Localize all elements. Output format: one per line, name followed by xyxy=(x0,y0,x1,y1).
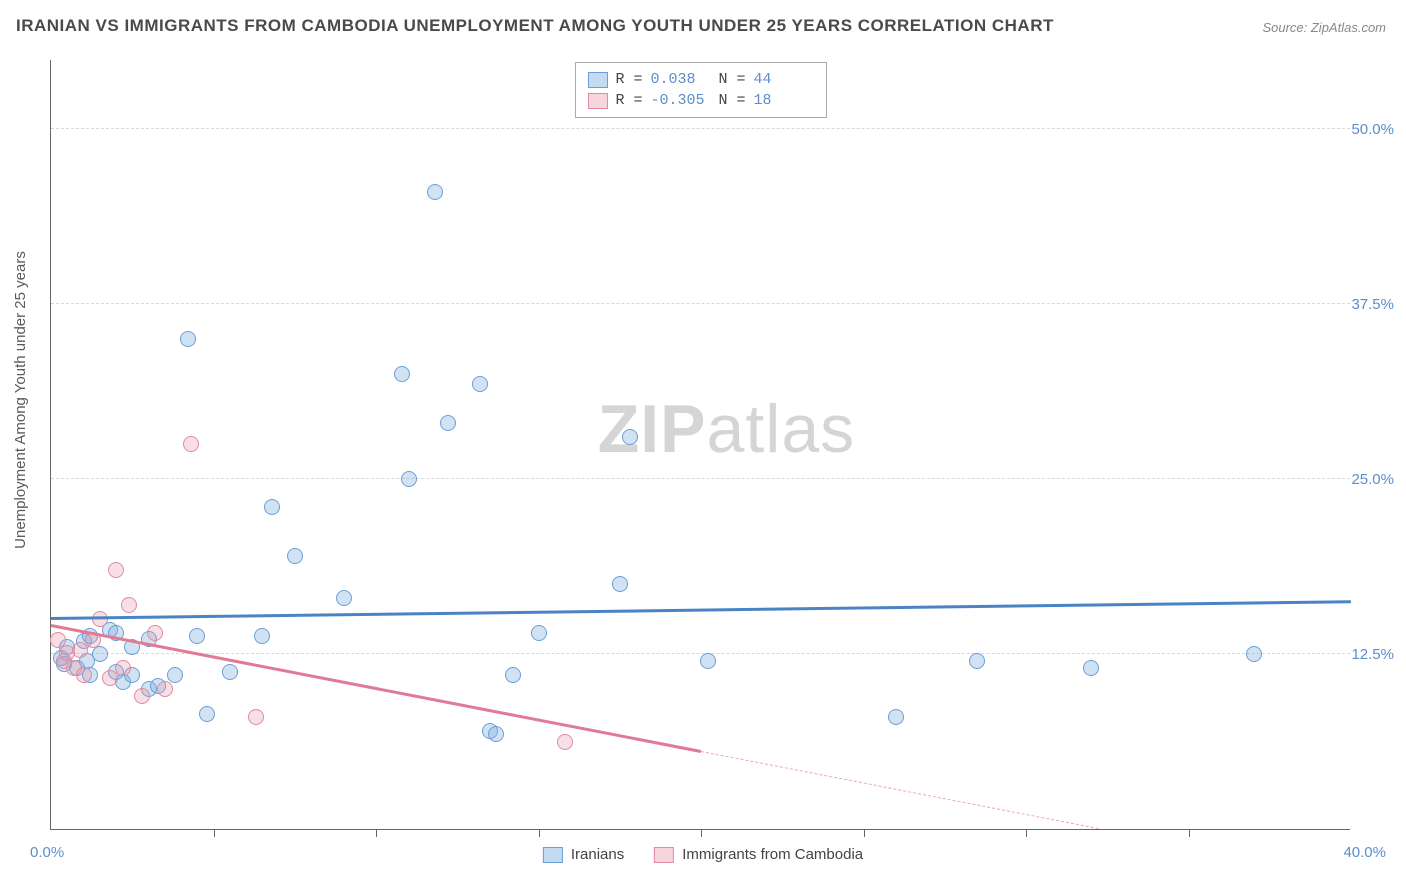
r-label: R = xyxy=(615,92,642,109)
trendline-cambodia-extension xyxy=(701,751,1098,829)
xtick xyxy=(376,829,377,837)
data-point xyxy=(180,331,196,347)
watermark: ZIPatlas xyxy=(598,390,855,468)
data-point xyxy=(92,611,108,627)
data-point xyxy=(622,429,638,445)
data-point xyxy=(505,667,521,683)
y-axis-label: Unemployment Among Youth under 25 years xyxy=(12,251,29,549)
r-label: R = xyxy=(615,71,642,88)
n-value-iranians: 44 xyxy=(754,71,814,88)
chart-title: IRANIAN VS IMMIGRANTS FROM CAMBODIA UNEM… xyxy=(16,16,1054,36)
xtick xyxy=(1189,829,1190,837)
trendline-iranians xyxy=(51,600,1351,619)
data-point xyxy=(167,667,183,683)
data-point xyxy=(531,625,547,641)
data-point xyxy=(401,471,417,487)
watermark-zip: ZIP xyxy=(598,391,707,467)
plot-area: ZIPatlas R = 0.038 N = 44 R = -0.305 N =… xyxy=(50,60,1350,830)
gridline xyxy=(51,303,1350,304)
gridline xyxy=(51,478,1350,479)
legend-label-cambodia: Immigrants from Cambodia xyxy=(682,846,863,863)
n-label: N = xyxy=(719,71,746,88)
correlation-row-cambodia: R = -0.305 N = 18 xyxy=(587,90,813,111)
data-point xyxy=(440,415,456,431)
data-point xyxy=(1246,646,1262,662)
gridline xyxy=(51,128,1350,129)
data-point xyxy=(264,499,280,515)
r-value-cambodia: -0.305 xyxy=(651,92,711,109)
ytick-label: 37.5% xyxy=(1351,296,1394,313)
data-point xyxy=(199,706,215,722)
n-value-cambodia: 18 xyxy=(754,92,814,109)
data-point xyxy=(1083,660,1099,676)
data-point xyxy=(969,653,985,669)
data-point xyxy=(287,548,303,564)
legend-item-iranians: Iranians xyxy=(543,846,624,863)
xtick xyxy=(864,829,865,837)
r-value-iranians: 0.038 xyxy=(651,71,711,88)
legend-item-cambodia: Immigrants from Cambodia xyxy=(654,846,863,863)
data-point xyxy=(115,660,131,676)
xtick xyxy=(1026,829,1027,837)
data-point xyxy=(134,688,150,704)
data-point xyxy=(557,734,573,750)
data-point xyxy=(612,576,628,592)
data-point xyxy=(222,664,238,680)
data-point xyxy=(700,653,716,669)
data-point xyxy=(394,366,410,382)
data-point xyxy=(189,628,205,644)
swatch-blue-icon xyxy=(543,847,563,863)
ytick-label: 25.0% xyxy=(1351,471,1394,488)
source-attribution: Source: ZipAtlas.com xyxy=(1262,20,1386,35)
data-point xyxy=(92,646,108,662)
swatch-blue-icon xyxy=(587,72,607,88)
ytick-label: 12.5% xyxy=(1351,646,1394,663)
swatch-pink-icon xyxy=(587,93,607,109)
correlation-legend: R = 0.038 N = 44 R = -0.305 N = 18 xyxy=(574,62,826,118)
ytick-label: 50.0% xyxy=(1351,121,1394,138)
data-point xyxy=(76,667,92,683)
data-point xyxy=(427,184,443,200)
data-point xyxy=(336,590,352,606)
watermark-atlas: atlas xyxy=(707,391,856,467)
series-legend: Iranians Immigrants from Cambodia xyxy=(543,846,863,863)
xtick xyxy=(539,829,540,837)
data-point xyxy=(488,726,504,742)
data-point xyxy=(254,628,270,644)
n-label: N = xyxy=(719,92,746,109)
data-point xyxy=(121,597,137,613)
gridline xyxy=(51,653,1350,654)
x-origin-label: 0.0% xyxy=(30,844,64,861)
data-point xyxy=(157,681,173,697)
data-point xyxy=(472,376,488,392)
correlation-row-iranians: R = 0.038 N = 44 xyxy=(587,69,813,90)
data-point xyxy=(183,436,199,452)
data-point xyxy=(248,709,264,725)
xtick xyxy=(214,829,215,837)
data-point xyxy=(108,562,124,578)
swatch-pink-icon xyxy=(654,847,674,863)
data-point xyxy=(888,709,904,725)
legend-label-iranians: Iranians xyxy=(571,846,624,863)
xtick xyxy=(701,829,702,837)
x-end-label: 40.0% xyxy=(1343,844,1386,861)
data-point xyxy=(147,625,163,641)
